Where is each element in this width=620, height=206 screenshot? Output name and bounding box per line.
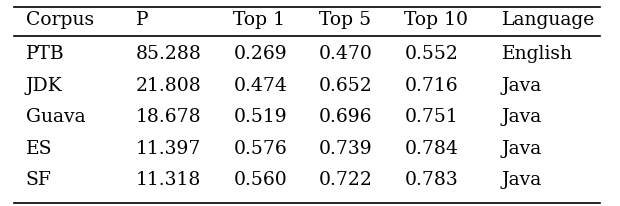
Text: Guava: Guava <box>26 108 86 126</box>
Text: 0.696: 0.696 <box>319 108 373 126</box>
Text: 0.470: 0.470 <box>319 45 373 63</box>
Text: Java: Java <box>502 77 542 95</box>
Text: Top 10: Top 10 <box>404 11 468 29</box>
Text: 0.519: 0.519 <box>233 108 287 126</box>
Text: 0.722: 0.722 <box>319 171 373 189</box>
Text: Top 5: Top 5 <box>319 11 371 29</box>
Text: 21.808: 21.808 <box>136 77 202 95</box>
Text: 0.751: 0.751 <box>404 108 458 126</box>
Text: 0.652: 0.652 <box>319 77 373 95</box>
Text: 0.739: 0.739 <box>319 140 373 158</box>
Text: 0.716: 0.716 <box>404 77 458 95</box>
Text: 0.783: 0.783 <box>404 171 458 189</box>
Text: 18.678: 18.678 <box>136 108 202 126</box>
Text: Java: Java <box>502 108 542 126</box>
Text: 0.552: 0.552 <box>404 45 458 63</box>
Text: 0.269: 0.269 <box>233 45 287 63</box>
Text: PTB: PTB <box>26 45 64 63</box>
Text: 11.318: 11.318 <box>136 171 201 189</box>
Text: Java: Java <box>502 171 542 189</box>
Text: 11.397: 11.397 <box>136 140 201 158</box>
Text: ES: ES <box>26 140 52 158</box>
Text: SF: SF <box>26 171 51 189</box>
Text: Corpus: Corpus <box>26 11 94 29</box>
Text: JDK: JDK <box>26 77 63 95</box>
Text: 0.784: 0.784 <box>404 140 458 158</box>
Text: Top 1: Top 1 <box>233 11 285 29</box>
Text: 0.474: 0.474 <box>233 77 287 95</box>
Text: 0.560: 0.560 <box>233 171 287 189</box>
Text: English: English <box>502 45 573 63</box>
Text: Java: Java <box>502 140 542 158</box>
Text: 0.576: 0.576 <box>233 140 287 158</box>
Text: 85.288: 85.288 <box>136 45 202 63</box>
Text: Language: Language <box>502 11 595 29</box>
Text: P: P <box>136 11 148 29</box>
